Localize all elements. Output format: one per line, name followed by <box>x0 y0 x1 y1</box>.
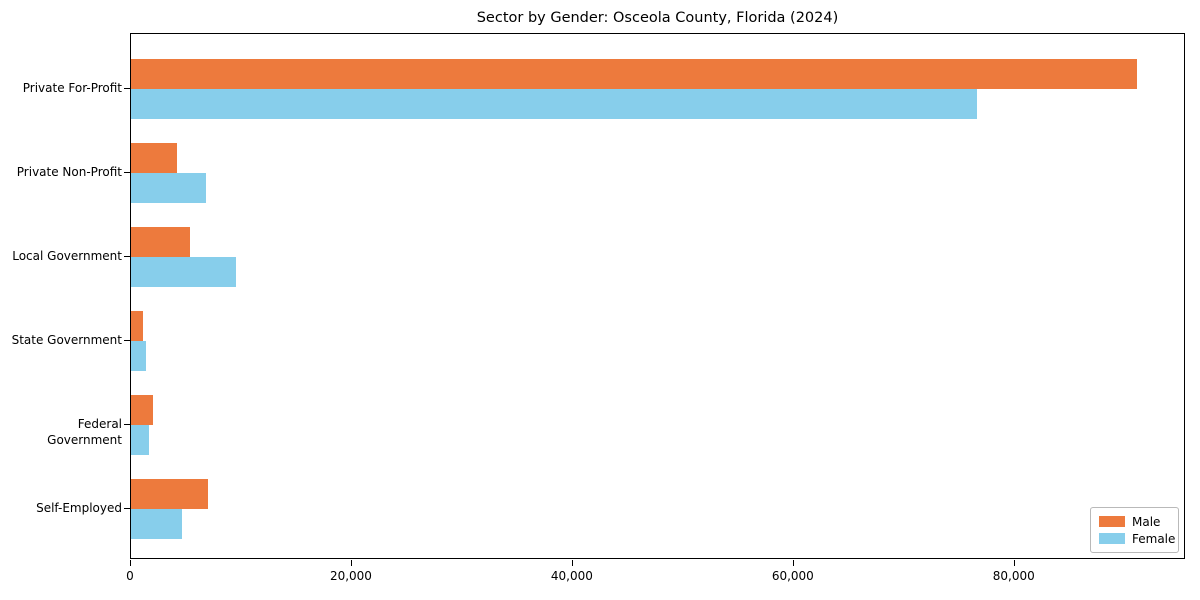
y-tick-mark <box>124 340 130 341</box>
female-swatch-icon <box>1099 533 1125 544</box>
x-tick-mark <box>792 560 794 566</box>
legend-row-male: Male <box>1099 514 1170 529</box>
y-tick-mark <box>124 424 130 425</box>
x-tick-label: 0 <box>126 569 134 583</box>
legend: Male Female <box>1090 507 1179 553</box>
bar-male-5 <box>131 395 154 425</box>
y-tick-label: Federal Government <box>47 417 122 447</box>
x-tick-mark <box>350 560 352 566</box>
y-tick-mark <box>124 88 130 89</box>
bar-female-6 <box>131 509 182 539</box>
bar-female-1 <box>131 89 978 119</box>
chart-title: Sector by Gender: Osceola County, Florid… <box>476 10 839 26</box>
y-tick-mark <box>124 256 130 257</box>
y-tick-mark <box>124 172 130 173</box>
bar-male-2 <box>131 143 178 173</box>
male-swatch-icon <box>1099 516 1125 527</box>
y-tick-label: Self-Employed <box>36 501 122 515</box>
x-tick-label: 60,000 <box>771 569 814 583</box>
y-tick-label: State Government <box>11 333 122 347</box>
bar-male-6 <box>131 479 209 509</box>
x-tick-label: 80,000 <box>992 569 1035 583</box>
bar-female-2 <box>131 173 207 203</box>
x-tick-mark <box>571 560 573 566</box>
x-tick-label: 40,000 <box>550 569 593 583</box>
bar-female-5 <box>131 425 149 455</box>
bar-male-3 <box>131 227 190 257</box>
bar-male-4 <box>131 311 143 341</box>
y-tick-label: Private For-Profit <box>22 81 122 95</box>
x-tick-mark <box>130 560 131 566</box>
plot-area <box>130 33 1185 559</box>
legend-label-male: Male <box>1132 514 1161 529</box>
y-tick-mark <box>124 508 130 509</box>
bar-female-3 <box>131 257 236 287</box>
x-tick-mark <box>1013 560 1015 566</box>
y-tick-label: Local Government <box>12 249 122 263</box>
x-tick-label: 20,000 <box>329 569 372 583</box>
legend-row-female: Female <box>1099 531 1175 546</box>
bar-male-1 <box>131 59 1138 89</box>
legend-label-female: Female <box>1132 531 1176 546</box>
y-tick-label: Private Non-Profit <box>16 165 122 179</box>
bar-female-4 <box>131 341 147 371</box>
